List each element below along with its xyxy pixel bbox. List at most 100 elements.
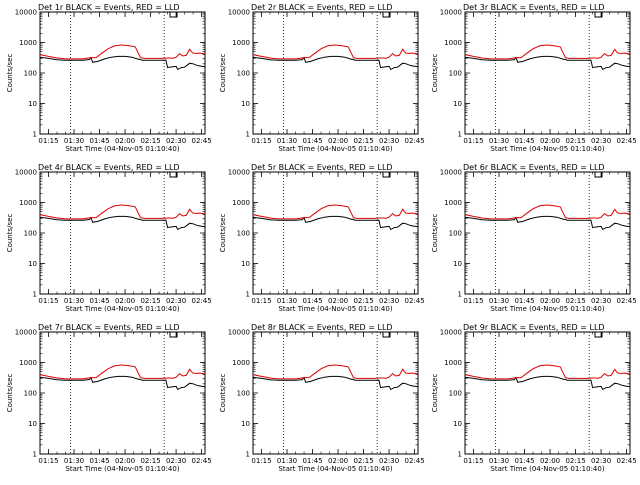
y-tick-label: 10000 xyxy=(15,329,37,337)
x-tick-label: 01:15 xyxy=(251,137,271,145)
x-tick-label: 02:15 xyxy=(140,297,160,305)
y-tick-label: 1000 xyxy=(19,199,37,207)
y-tick-label: 1000 xyxy=(232,39,250,47)
x-tick-label: 02:00 xyxy=(115,297,135,305)
x-tick-label: 01:15 xyxy=(463,297,483,305)
x-tick-label: 02:30 xyxy=(166,457,186,465)
x-tick-label: 02:30 xyxy=(379,457,399,465)
chart-panel-1: Det 1r BLACK = Events, RED = LLD 1 10 100 10… xyxy=(6,3,212,153)
y-tick-label: 10 xyxy=(241,260,250,268)
y-axis-label: Counts/sec xyxy=(6,214,14,253)
y-tick-label: 1000 xyxy=(19,39,37,47)
x-tick-label: 01:45 xyxy=(302,297,322,305)
x-axis-label: Start Time (04-Nov-05 01:10:40) xyxy=(65,465,179,473)
corner-box xyxy=(382,11,391,18)
chart-panel-6: Det 6r BLACK = Events, RED = LLD 1 10 100 10… xyxy=(431,163,637,313)
x-tick-label: 02:00 xyxy=(328,297,348,305)
x-tick-label: 02:30 xyxy=(166,297,186,305)
x-tick-label: 02:00 xyxy=(328,457,348,465)
y-tick-label: 100 xyxy=(449,390,462,398)
x-tick-label: 01:30 xyxy=(277,137,297,145)
x-tick-label: 01:45 xyxy=(89,457,109,465)
series-lld-line xyxy=(252,364,419,380)
y-tick-label: 1 xyxy=(246,451,250,459)
x-tick-label: 01:15 xyxy=(251,297,271,305)
y-tick-label: 1 xyxy=(246,131,250,139)
plot-frame xyxy=(464,171,631,295)
y-tick-label: 10000 xyxy=(440,169,462,177)
x-tick-label: 02:45 xyxy=(405,297,425,305)
chart-panel-9: Det 9r BLACK = Events, RED = LLD 1 10 100 10… xyxy=(431,323,637,473)
x-tick-label: 02:30 xyxy=(591,297,611,305)
y-tick-label: 10 xyxy=(241,100,250,108)
chart-title: Det 5r BLACK = Events, RED = LLD xyxy=(251,163,393,172)
plot-frame xyxy=(464,11,631,135)
x-tick-label: 02:45 xyxy=(617,297,637,305)
series-events-line xyxy=(252,375,419,391)
series-events-line xyxy=(252,215,419,231)
x-tick-label: 01:30 xyxy=(489,457,509,465)
y-tick-label: 100 xyxy=(449,230,462,238)
series-lld-line xyxy=(464,204,631,220)
series-events-line xyxy=(39,375,206,391)
chart-title: Det 8r BLACK = Events, RED = LLD xyxy=(251,323,393,332)
series-events-line xyxy=(39,55,206,71)
chart-title: Det 4r BLACK = Events, RED = LLD xyxy=(38,163,180,172)
y-tick-label: 1000 xyxy=(444,39,462,47)
series-events-line xyxy=(39,215,206,231)
series-events-line xyxy=(252,55,419,71)
y-tick-label: 10 xyxy=(453,260,462,268)
chart-title: Det 9r BLACK = Events, RED = LLD xyxy=(463,323,605,332)
series-lld-line xyxy=(39,204,206,220)
x-tick-label: 02:30 xyxy=(379,297,399,305)
chart-title: Det 7r BLACK = Events, RED = LLD xyxy=(38,323,180,332)
y-tick-label: 1 xyxy=(33,291,37,299)
x-axis-label: Start Time (04-Nov-05 01:10:40) xyxy=(490,145,604,153)
x-tick-label: 01:15 xyxy=(251,457,271,465)
x-tick-label: 01:30 xyxy=(489,137,509,145)
x-tick-label: 02:15 xyxy=(353,137,373,145)
x-tick-label: 02:15 xyxy=(140,457,160,465)
y-axis-label: Counts/sec xyxy=(6,54,14,93)
series-events-line xyxy=(464,215,631,231)
chart-title: Det 6r BLACK = Events, RED = LLD xyxy=(463,163,605,172)
x-tick-label: 02:15 xyxy=(353,297,373,305)
series-lld-line xyxy=(464,364,631,380)
y-tick-label: 1000 xyxy=(232,359,250,367)
series-events-line xyxy=(464,375,631,391)
y-tick-label: 1 xyxy=(33,131,37,139)
y-tick-label: 100 xyxy=(237,230,250,238)
x-tick-label: 02:15 xyxy=(565,137,585,145)
corner-box xyxy=(594,171,603,178)
plot-frame xyxy=(252,171,419,295)
y-tick-label: 10000 xyxy=(440,9,462,17)
series-lld-line xyxy=(252,44,419,60)
x-tick-label: 02:45 xyxy=(617,457,637,465)
x-tick-label: 02:00 xyxy=(328,137,348,145)
chart-panel-5: Det 5r BLACK = Events, RED = LLD 1 10 100 10… xyxy=(219,163,425,313)
x-tick-label: 02:30 xyxy=(166,137,186,145)
x-tick-label: 02:15 xyxy=(565,297,585,305)
series-lld-line xyxy=(39,44,206,60)
y-tick-label: 10000 xyxy=(228,329,250,337)
x-tick-label: 02:45 xyxy=(192,457,212,465)
corner-box xyxy=(169,331,178,338)
x-tick-label: 01:15 xyxy=(463,137,483,145)
corner-box xyxy=(382,331,391,338)
y-tick-label: 1 xyxy=(458,131,462,139)
y-tick-label: 1 xyxy=(246,291,250,299)
x-tick-label: 02:45 xyxy=(405,457,425,465)
corner-box xyxy=(169,11,178,18)
y-tick-label: 10000 xyxy=(15,169,37,177)
plot-frame xyxy=(252,11,419,135)
x-tick-label: 01:30 xyxy=(277,297,297,305)
x-tick-label: 01:15 xyxy=(38,137,58,145)
chart-panel-8: Det 8r BLACK = Events, RED = LLD 1 10 100 10… xyxy=(219,323,425,473)
plot-frame xyxy=(252,331,419,455)
y-tick-label: 10000 xyxy=(440,329,462,337)
plot-frame xyxy=(39,11,206,135)
x-axis-label: Start Time (04-Nov-05 01:10:40) xyxy=(278,145,392,153)
x-tick-label: 02:45 xyxy=(617,137,637,145)
x-tick-label: 01:30 xyxy=(64,297,84,305)
